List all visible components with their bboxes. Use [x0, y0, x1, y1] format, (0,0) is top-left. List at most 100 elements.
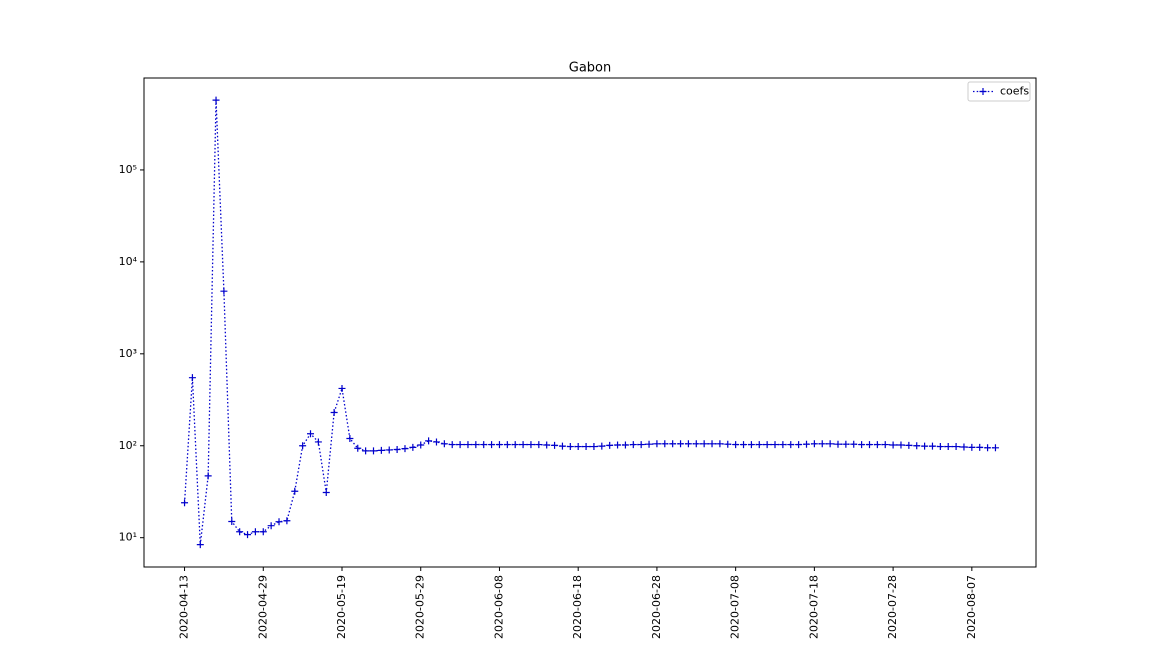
data-point: [661, 440, 669, 448]
x-tick-label: 2020-07-28: [886, 575, 899, 639]
data-point: [307, 430, 315, 438]
data-point: [653, 440, 661, 448]
data-point: [314, 438, 322, 446]
x-tick-label: 2020-04-13: [178, 575, 191, 639]
data-point: [952, 443, 960, 451]
data-point: [968, 443, 976, 451]
data-point: [220, 287, 228, 295]
plot-area: [143, 77, 1037, 568]
chart-title: Gabon: [569, 61, 612, 76]
data-point: [700, 440, 708, 448]
data-point: [818, 440, 826, 448]
data-point: [204, 472, 212, 480]
data-point: [669, 440, 677, 448]
data-point: [385, 446, 393, 454]
data-point: [464, 441, 472, 449]
data-point: [984, 444, 992, 452]
data-point: [834, 440, 842, 448]
data-point: [519, 441, 527, 449]
data-point: [228, 518, 236, 526]
data-point: [558, 442, 566, 450]
data-point: [267, 522, 275, 530]
data-point: [716, 440, 724, 448]
data-point: [881, 441, 889, 449]
data-point: [629, 441, 637, 449]
data-point: [377, 446, 385, 454]
x-tick-label: 2020-06-28: [650, 575, 663, 639]
data-point: [960, 443, 968, 451]
data-point: [787, 441, 795, 449]
x-tick-label: 2020-07-18: [807, 575, 820, 639]
data-point: [417, 441, 425, 449]
x-tick-label: 2020-06-08: [492, 575, 505, 639]
data-point: [897, 441, 905, 449]
data-point: [724, 440, 732, 448]
data-point: [503, 441, 511, 449]
data-point: [322, 489, 330, 497]
data-point: [944, 443, 952, 451]
x-tick-label: 2020-06-18: [571, 575, 584, 639]
data-point: [244, 531, 252, 539]
data-point: [472, 441, 480, 449]
data-point: [684, 440, 692, 448]
data-point: [251, 528, 259, 536]
data-point: [299, 442, 307, 450]
data-point: [448, 441, 456, 449]
data-point: [432, 438, 440, 446]
data-point: [740, 441, 748, 449]
data-point: [598, 442, 606, 450]
data-point: [330, 408, 338, 416]
data-point: [763, 441, 771, 449]
data-point: [236, 528, 244, 536]
data-point: [637, 441, 645, 449]
data-point: [614, 441, 622, 449]
data-point: [803, 440, 811, 448]
data-point: [873, 441, 881, 449]
data-point: [393, 446, 401, 454]
legend-box: [967, 81, 1031, 102]
y-tick-label: 10¹: [119, 531, 137, 544]
data-point: [936, 443, 944, 451]
data-point: [755, 441, 763, 449]
data-point: [865, 441, 873, 449]
data-point: [551, 441, 559, 449]
data-point: [566, 443, 574, 451]
x-tick-label: 2020-07-08: [729, 575, 742, 639]
x-tick-label: 2020-05-19: [335, 575, 348, 639]
data-point: [771, 441, 779, 449]
data-point: [543, 441, 551, 449]
data-point: [905, 441, 913, 449]
data-point: [574, 443, 582, 451]
data-point: [283, 517, 291, 525]
data-point: [354, 444, 362, 452]
data-point: [976, 443, 984, 451]
data-point: [708, 440, 716, 448]
data-point: [621, 441, 629, 449]
data-point: [188, 374, 196, 382]
data-point: [275, 518, 283, 526]
data-point: [259, 528, 267, 536]
data-point: [212, 96, 220, 104]
data-point: [677, 440, 685, 448]
legend-label: coefs: [1000, 85, 1029, 98]
y-tick-label: 10⁵: [119, 163, 137, 176]
data-point: [590, 443, 598, 451]
data-point: [480, 441, 488, 449]
data-point: [606, 441, 614, 449]
data-point: [826, 440, 834, 448]
y-tick-label: 10²: [119, 439, 137, 452]
data-point: [440, 440, 448, 448]
data-point: [456, 441, 464, 449]
data-point: [779, 441, 787, 449]
data-point: [747, 441, 755, 449]
data-point: [810, 440, 818, 448]
data-point: [495, 441, 503, 449]
data-point: [991, 444, 999, 452]
data-point: [409, 443, 417, 451]
data-point: [582, 443, 590, 451]
data-point: [850, 440, 858, 448]
data-point: [346, 434, 354, 442]
data-point: [921, 442, 929, 450]
data-point: [928, 442, 936, 450]
